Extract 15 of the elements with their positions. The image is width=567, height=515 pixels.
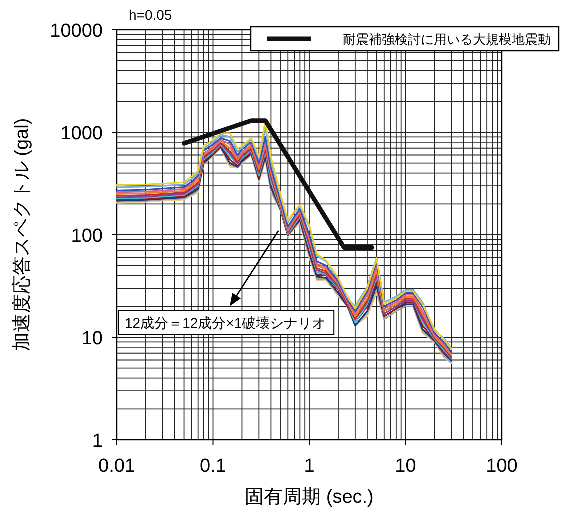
x-axis-title: 固有周期 (sec.) <box>245 487 374 508</box>
y-axis-title: 加速度応答スペクトル (gal) <box>11 118 33 352</box>
ytick: 10000 <box>50 21 103 42</box>
ytick: 1000 <box>60 124 103 144</box>
xtick: 100 <box>486 456 518 477</box>
ytick: 100 <box>71 226 103 247</box>
annotation: 12成分＝12成分×1破壊シナリオ <box>125 314 326 331</box>
ytick: 1 <box>92 431 103 452</box>
xtick: 0.1 <box>200 456 226 477</box>
xtick: 1 <box>304 456 315 477</box>
xtick: 10 <box>395 456 416 477</box>
legend: 耐震補強検討に用いる大規模地震動 <box>250 26 560 52</box>
ytick: 10 <box>82 328 103 350</box>
xtick: 0.01 <box>98 456 136 477</box>
annotation: h=0.05 <box>129 7 172 23</box>
